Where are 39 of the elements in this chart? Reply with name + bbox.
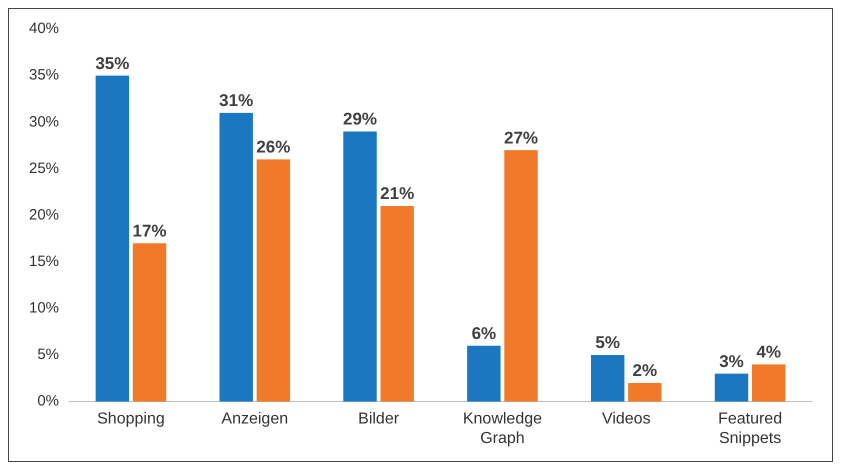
bar [343, 131, 377, 402]
bar [256, 159, 290, 402]
bar [714, 374, 748, 402]
data-label: 29% [343, 110, 378, 129]
y-tick-label: 10% [28, 300, 60, 317]
data-label: 35% [95, 54, 130, 73]
data-label: 3% [719, 352, 744, 371]
x-tick-label: Knowledge Graph [462, 410, 542, 447]
y-tick-label: 0% [37, 392, 60, 410]
bar [380, 206, 414, 402]
y-tick-label: 25% [28, 160, 60, 177]
data-label: 17% [132, 221, 167, 240]
data-label: 2% [632, 361, 658, 380]
data-label: 21% [380, 184, 414, 204]
bar [590, 355, 624, 402]
bar [628, 382, 662, 402]
bar [219, 112, 253, 402]
y-tick-label: 30% [28, 113, 60, 130]
y-tick-label: 40% [28, 20, 60, 38]
x-tick-label: Shopping [97, 410, 165, 428]
bar [132, 243, 166, 402]
y-tick-label: 15% [28, 253, 60, 270]
x-tick-label: Anzeigen [221, 410, 288, 428]
y-tick-label: 5% [37, 346, 60, 364]
data-label: 26% [256, 138, 290, 157]
data-label: 31% [219, 91, 254, 110]
y-tick-label: 20% [28, 206, 60, 224]
data-label: 27% [504, 128, 538, 148]
bar [96, 76, 130, 402]
data-label: 4% [756, 342, 781, 362]
y-tick-label: 35% [28, 66, 60, 84]
bar [467, 346, 501, 402]
x-tick-label: Videos [602, 410, 651, 428]
data-label: 6% [472, 324, 496, 343]
bar [504, 150, 538, 402]
x-tick-label: Bilder [358, 410, 400, 428]
bar [752, 364, 786, 402]
data-label: 5% [595, 333, 620, 352]
x-tick-label: Featured Snippets [718, 410, 782, 447]
